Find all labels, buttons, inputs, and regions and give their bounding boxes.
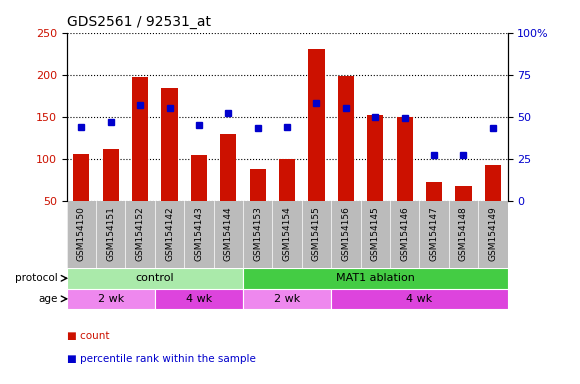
Bar xyxy=(132,77,148,201)
Text: GDS2561 / 92531_at: GDS2561 / 92531_at xyxy=(67,15,211,29)
Text: control: control xyxy=(136,273,174,283)
Bar xyxy=(220,134,237,201)
Text: GSM154152: GSM154152 xyxy=(136,206,144,261)
Text: GSM154156: GSM154156 xyxy=(342,206,350,261)
Bar xyxy=(67,268,243,288)
Text: ■ count: ■ count xyxy=(67,331,109,341)
Bar xyxy=(331,288,508,309)
Text: MAT1 ablation: MAT1 ablation xyxy=(336,273,415,283)
Text: age: age xyxy=(38,294,58,304)
Text: GSM154155: GSM154155 xyxy=(312,206,321,261)
Text: GSM154144: GSM154144 xyxy=(224,206,233,261)
Bar xyxy=(249,169,266,201)
Text: GSM154146: GSM154146 xyxy=(400,206,409,261)
Bar xyxy=(243,288,331,309)
Text: GSM154151: GSM154151 xyxy=(106,206,115,261)
Bar xyxy=(73,154,89,201)
Text: protocol: protocol xyxy=(15,273,58,283)
Bar xyxy=(279,159,295,201)
Text: GSM154154: GSM154154 xyxy=(282,206,292,261)
Text: 2 wk: 2 wk xyxy=(274,294,300,304)
Bar xyxy=(103,149,119,201)
Text: ■ percentile rank within the sample: ■ percentile rank within the sample xyxy=(67,354,256,364)
Text: GSM154147: GSM154147 xyxy=(430,206,438,261)
Bar xyxy=(338,76,354,201)
Text: GSM154143: GSM154143 xyxy=(194,206,204,261)
Bar xyxy=(426,182,442,201)
Text: GSM154148: GSM154148 xyxy=(459,206,468,261)
Bar xyxy=(367,115,383,201)
Bar xyxy=(243,268,508,288)
Text: 2 wk: 2 wk xyxy=(97,294,124,304)
Text: 4 wk: 4 wk xyxy=(406,294,433,304)
Text: GSM154145: GSM154145 xyxy=(371,206,380,261)
Bar xyxy=(309,50,325,201)
Bar xyxy=(155,288,243,309)
Bar xyxy=(161,88,177,201)
Bar xyxy=(191,156,207,201)
Text: GSM154142: GSM154142 xyxy=(165,206,174,261)
Bar xyxy=(67,288,155,309)
Bar xyxy=(455,187,472,201)
Text: 4 wk: 4 wk xyxy=(186,294,212,304)
Text: GSM154153: GSM154153 xyxy=(253,206,262,261)
Text: GSM154149: GSM154149 xyxy=(488,206,497,261)
Text: GSM154150: GSM154150 xyxy=(77,206,86,261)
Bar xyxy=(397,117,413,201)
Bar xyxy=(485,166,501,201)
